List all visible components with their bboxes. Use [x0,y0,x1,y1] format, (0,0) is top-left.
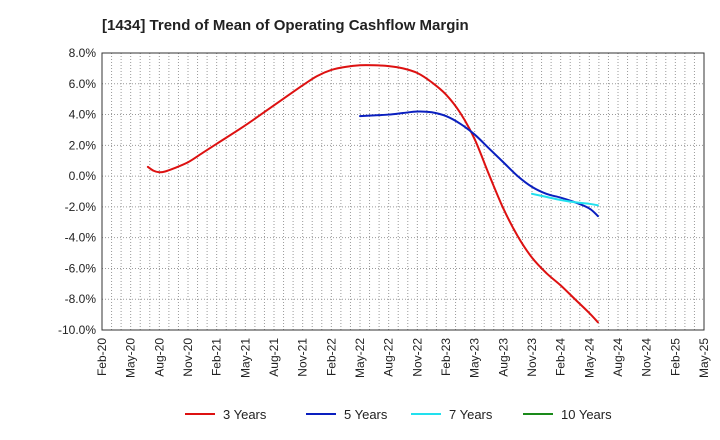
x-tick-label: Feb-25 [668,338,682,376]
x-tick-label: Feb-24 [554,338,568,376]
y-tick-label: -4.0% [65,231,97,245]
x-tick-label: Nov-20 [181,338,195,377]
x-tick-label: Feb-22 [324,338,338,376]
y-tick-label: -2.0% [65,200,97,214]
plot-area [102,53,704,330]
x-tick-label: Nov-22 [410,338,424,377]
y-tick-label: 6.0% [69,77,97,91]
y-axis: 8.0% 6.0% 4.0% 2.0% 0.0% -2.0% -4.0% -6.0% -8.0%… [58,46,96,337]
series-group [146,64,599,324]
x-tick-label: May-25 [697,338,711,378]
grid [102,53,704,330]
x-tick-label: Aug-22 [382,338,396,377]
y-tick-label: 0.0% [69,169,97,183]
series-line-3-years [146,64,599,324]
x-tick-label: Aug-24 [611,338,625,377]
x-tick-label: Feb-20 [95,338,109,376]
legend-label-10-years: 10 Years [561,407,612,422]
legend-label-7-years: 7 Years [449,407,493,422]
x-tick-label: May-22 [353,338,367,378]
y-tick-label: 4.0% [69,108,97,122]
y-tick-label: -10.0% [58,323,96,337]
x-tick-label: Feb-21 [210,338,224,376]
legend-label-5-years: 5 Years [344,407,388,422]
y-tick-label: 8.0% [69,46,97,60]
x-tick-label: May-24 [582,338,596,378]
x-tick-label: Feb-23 [439,338,453,376]
legend-label-3-years: 3 Years [223,407,267,422]
series-line-7-years [531,192,599,207]
series-line-5-years [359,110,599,218]
x-tick-label: May-23 [468,338,482,378]
plot-border [101,52,705,331]
chart-title: [1434] Trend of Mean of Operating Cashfl… [102,17,469,34]
y-tick-label: 2.0% [69,138,97,152]
y-tick-label: -8.0% [65,292,97,306]
x-tick-label: May-20 [124,338,138,378]
legend: 3 Years 5 Years 7 Years 10 Years [185,407,612,422]
x-tick-label: Nov-21 [296,338,310,377]
y-tick-label: -6.0% [65,261,97,275]
x-axis: Feb-20 May-20 Aug-20 Nov-20 Feb-21 May-21 Aug-… [95,338,711,378]
x-tick-label: Aug-23 [496,338,510,377]
x-tick-label: Nov-23 [525,338,539,377]
x-tick-label: Nov-24 [640,338,654,377]
x-tick-label: Aug-21 [267,338,281,377]
x-tick-label: May-21 [238,338,252,378]
x-tick-label: Aug-20 [152,338,166,377]
